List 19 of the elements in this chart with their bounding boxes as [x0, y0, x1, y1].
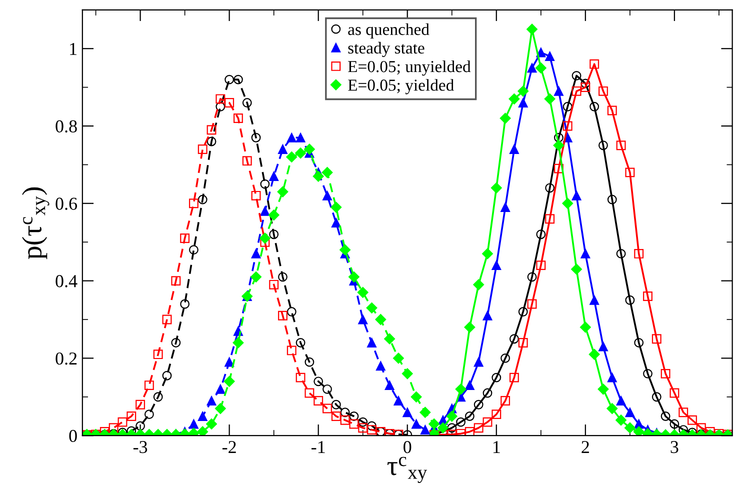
y-tick-label: 0.8	[56, 120, 77, 133]
y-axis-title: p(τ$^{c}$$_{xy}$)	[22, 187, 50, 260]
x-tick-label: -1	[312, 441, 325, 453]
legend-label: steady state	[348, 42, 424, 58]
y-tick-label: 0.2	[56, 352, 77, 365]
x-tick-label: 1	[493, 441, 500, 453]
y-tick-label: 1	[70, 42, 76, 55]
y-tick-label: 0.4	[56, 275, 78, 288]
legend-label: E=0.05; unyielded	[348, 60, 471, 76]
x-tick-label: 2	[582, 441, 589, 453]
y-tick-label: 0	[69, 430, 77, 442]
legend-label: as quenched	[348, 23, 430, 38]
x-tick-label: 0	[404, 440, 412, 454]
x-axis-title: τ$^{c}$$_{xy}$	[387, 456, 428, 483]
x-tick-label: 3	[670, 441, 678, 454]
x-tick-label: -3	[133, 441, 148, 454]
x-tick-label: -2	[222, 441, 236, 453]
legend-label: E=0.05; yielded	[348, 79, 454, 94]
y-tick-label: 0.6	[56, 198, 78, 210]
